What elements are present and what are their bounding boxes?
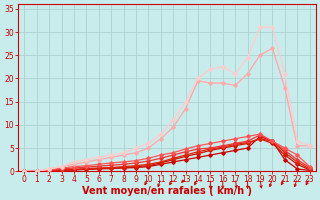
X-axis label: Vent moyen/en rafales ( km/h ): Vent moyen/en rafales ( km/h ): [82, 186, 252, 196]
